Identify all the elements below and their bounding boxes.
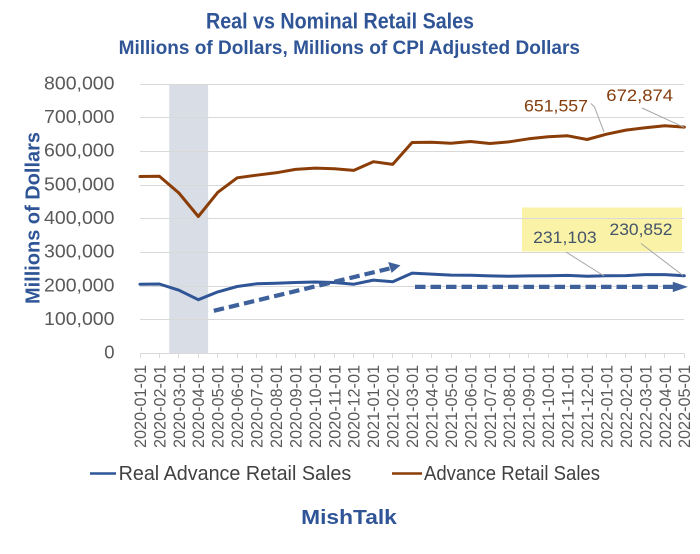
svg-text:2022-01-01: 2022-01-01 — [598, 365, 616, 448]
svg-text:672,874: 672,874 — [606, 86, 673, 105]
svg-text:651,557: 651,557 — [524, 96, 588, 115]
svg-text:2020-07-01: 2020-07-01 — [249, 365, 267, 448]
svg-text:Real vs Nominal Retail Sales: Real vs Nominal Retail Sales — [206, 9, 474, 34]
svg-text:2021-08-01: 2021-08-01 — [501, 365, 519, 448]
svg-text:800,000: 800,000 — [44, 72, 115, 93]
svg-text:0: 0 — [104, 342, 114, 363]
svg-text:2020-12-01: 2020-12-01 — [346, 365, 364, 448]
svg-text:300,000: 300,000 — [44, 241, 115, 262]
svg-text:2021-04-01: 2021-04-01 — [424, 365, 442, 448]
svg-text:MishTalk: MishTalk — [301, 507, 398, 529]
svg-text:2021-10-01: 2021-10-01 — [540, 365, 558, 448]
svg-text:2022-02-01: 2022-02-01 — [618, 365, 636, 448]
svg-text:2020-06-01: 2020-06-01 — [229, 365, 247, 448]
svg-text:500,000: 500,000 — [44, 173, 115, 194]
svg-text:2020-02-01: 2020-02-01 — [151, 365, 169, 448]
svg-text:100,000: 100,000 — [44, 308, 115, 329]
svg-text:2021-11-01: 2021-11-01 — [560, 365, 578, 448]
svg-text:Millions of Dollars: Millions of Dollars — [22, 132, 45, 304]
svg-text:2020-09-01: 2020-09-01 — [287, 365, 305, 448]
svg-text:Advance Retail Sales: Advance Retail Sales — [424, 462, 600, 485]
svg-text:2021-09-01: 2021-09-01 — [521, 365, 539, 448]
svg-text:2022-04-01: 2022-04-01 — [657, 365, 675, 448]
svg-text:600,000: 600,000 — [44, 140, 115, 161]
svg-text:2020-11-01: 2020-11-01 — [326, 365, 344, 448]
svg-text:2021-07-01: 2021-07-01 — [482, 365, 500, 448]
svg-text:2021-02-01: 2021-02-01 — [385, 365, 403, 448]
svg-text:2021-12-01: 2021-12-01 — [579, 365, 597, 448]
svg-text:2021-01-01: 2021-01-01 — [365, 365, 383, 448]
svg-text:200,000: 200,000 — [44, 274, 115, 295]
svg-text:2021-05-01: 2021-05-01 — [443, 365, 461, 448]
svg-text:2020-04-01: 2020-04-01 — [190, 365, 208, 448]
svg-text:2020-05-01: 2020-05-01 — [210, 365, 228, 448]
svg-text:Millions of Dollars, Millions: Millions of Dollars, Millions of CPI Adj… — [119, 38, 580, 59]
svg-text:2022-05-01: 2022-05-01 — [676, 365, 694, 448]
svg-text:2021-03-01: 2021-03-01 — [404, 365, 422, 448]
svg-text:2020-10-01: 2020-10-01 — [307, 365, 325, 448]
svg-text:2022-03-01: 2022-03-01 — [637, 365, 655, 448]
svg-text:231,103: 231,103 — [533, 228, 597, 247]
svg-text:2020-08-01: 2020-08-01 — [268, 365, 286, 448]
svg-text:700,000: 700,000 — [44, 106, 115, 127]
svg-text:Real Advance Retail Sales: Real Advance Retail Sales — [119, 462, 352, 485]
svg-text:2021-06-01: 2021-06-01 — [462, 365, 480, 448]
svg-text:2020-03-01: 2020-03-01 — [171, 365, 189, 448]
svg-text:2020-01-01: 2020-01-01 — [132, 365, 150, 448]
svg-text:400,000: 400,000 — [44, 207, 115, 228]
svg-text:230,852: 230,852 — [610, 220, 673, 239]
